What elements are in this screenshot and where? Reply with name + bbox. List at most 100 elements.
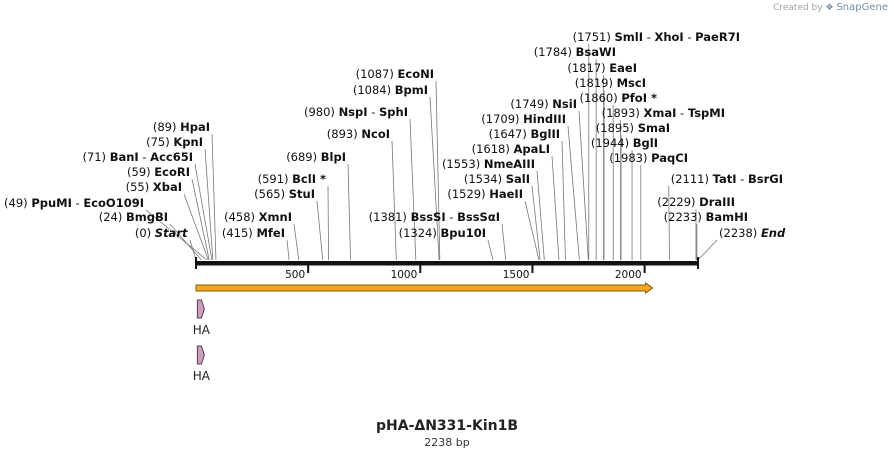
ruler-tick-label: 500 bbox=[285, 269, 305, 281]
site-enzyme-name: HpaI bbox=[180, 120, 210, 134]
site-enzyme-name: BglII bbox=[531, 127, 561, 141]
site-enzyme-name: KpnI bbox=[173, 135, 203, 149]
site-label[interactable]: (1324) Bpu10I bbox=[399, 226, 486, 240]
site-label[interactable]: (415) MfeI bbox=[222, 226, 285, 240]
site-leader-line bbox=[327, 185, 329, 261]
site-label[interactable]: (1817) EaeI bbox=[567, 61, 637, 75]
site-label[interactable]: (1084) BpmI bbox=[353, 83, 428, 97]
site-position: (591) bbox=[258, 172, 293, 186]
site-label[interactable]: (893) NcoI bbox=[327, 127, 390, 141]
site-label[interactable]: (1709) HindIII bbox=[481, 112, 566, 126]
snapgene-logo-icon: ❖ bbox=[825, 3, 834, 13]
site-enzyme-name: XbaI bbox=[153, 180, 182, 194]
site-position: (1084) bbox=[353, 83, 395, 97]
site-leader-line bbox=[561, 140, 566, 261]
site-leader-line bbox=[524, 200, 540, 261]
site-label[interactable]: (1784) BsaWI bbox=[534, 45, 616, 59]
ha-tag-marker[interactable] bbox=[196, 345, 205, 365]
feature-arrow[interactable] bbox=[195, 282, 654, 294]
site-enzyme-name: DraIII bbox=[699, 195, 735, 209]
site-separator: - bbox=[368, 105, 379, 119]
site-position: (1817) bbox=[567, 61, 609, 75]
site-label[interactable]: (980) NspI - SphI bbox=[304, 105, 408, 119]
ha-tag-marker[interactable] bbox=[196, 299, 205, 319]
site-leader-line bbox=[391, 140, 397, 261]
site-label[interactable]: (1895) SmaI bbox=[596, 121, 670, 135]
site-label[interactable]: (1618) ApaLI bbox=[472, 142, 550, 156]
site-label[interactable]: (2111) TatI - BsrGI bbox=[671, 172, 783, 186]
site-enzyme-name: BssSI bbox=[411, 210, 446, 224]
site-label[interactable]: (591) BclI * bbox=[258, 172, 326, 186]
site-label[interactable]: (49) PpuMI - EcoO109I bbox=[4, 196, 144, 210]
site-label[interactable]: (1860) PfoI * bbox=[579, 91, 657, 105]
backbone-start-cap bbox=[195, 257, 197, 269]
site-enzyme-name: Bpu10I bbox=[441, 226, 486, 240]
site-position: (89) bbox=[153, 120, 180, 134]
site-enzyme-name: XmnI bbox=[259, 210, 292, 224]
site-enzyme-name: BlpI bbox=[321, 150, 346, 164]
site-label[interactable]: (2229) DraIII bbox=[657, 195, 735, 209]
site-position: (689) bbox=[286, 150, 321, 164]
site-label[interactable]: (1647) BglII bbox=[489, 127, 560, 141]
site-label[interactable]: (1819) MscI bbox=[575, 76, 646, 90]
site-label[interactable]: (1944) BglI bbox=[591, 136, 658, 150]
site-label[interactable]: (71) BanI - Acc65I bbox=[82, 150, 193, 164]
site-enzyme-name: EcoO109I bbox=[83, 196, 144, 210]
ruler-tick-label: 1500 bbox=[503, 269, 530, 281]
site-leader-line bbox=[347, 163, 351, 261]
site-leader-line bbox=[531, 185, 541, 261]
site-enzyme-name: XhoI bbox=[654, 30, 683, 44]
site-label[interactable]: (2233) BamHI bbox=[664, 210, 748, 224]
site-label[interactable]: (1983) PaqCI bbox=[609, 151, 688, 165]
site-enzyme-name: BglI bbox=[633, 136, 658, 150]
site-enzyme-name: BamHI bbox=[706, 210, 748, 224]
site-label[interactable]: (75) KpnI bbox=[146, 135, 203, 149]
site-leader-line bbox=[169, 223, 202, 261]
site-label[interactable]: (1381) BssSI - BssSαI bbox=[369, 210, 500, 224]
site-label[interactable]: (2238) End bbox=[719, 226, 786, 240]
site-label[interactable]: (1553) NmeAIII bbox=[442, 157, 535, 171]
credit-brand: SnapGene bbox=[836, 2, 888, 13]
site-label[interactable]: (24) BmgBI bbox=[99, 210, 168, 224]
site-label[interactable]: (689) BlpI bbox=[286, 150, 346, 164]
site-enzyme-name: SalI bbox=[506, 172, 530, 186]
site-label[interactable]: (1751) SmlI - XhoI - PaeR7I bbox=[573, 30, 740, 44]
site-leader-line bbox=[183, 193, 209, 261]
site-position: (0) bbox=[135, 226, 155, 240]
snapgene-credit: Created by ❖ SnapGene bbox=[773, 2, 888, 13]
site-label[interactable]: (1529) HaeII bbox=[447, 187, 523, 201]
site-position: (893) bbox=[327, 127, 362, 141]
site-leader-line bbox=[194, 163, 213, 261]
site-position: (59) bbox=[127, 165, 154, 179]
site-label[interactable]: (1749) NsiI bbox=[510, 97, 577, 111]
site-enzyme-name: Start bbox=[155, 226, 188, 240]
site-label[interactable]: (59) EcoRI bbox=[127, 165, 190, 179]
site-label[interactable]: (1534) SalI bbox=[464, 172, 530, 186]
site-separator: - bbox=[684, 30, 695, 44]
site-label[interactable]: (55) XbaI bbox=[126, 180, 182, 194]
site-label[interactable]: (565) StuI bbox=[254, 187, 315, 201]
site-label[interactable]: (458) XmnI bbox=[224, 210, 292, 224]
site-position: (565) bbox=[254, 187, 289, 201]
site-enzyme-name: EcoRI bbox=[154, 165, 190, 179]
site-enzyme-name: SphI bbox=[379, 105, 408, 119]
site-label[interactable]: (1087) EcoNI bbox=[356, 67, 434, 81]
site-position: (1983) bbox=[609, 151, 651, 165]
site-position: (1381) bbox=[369, 210, 411, 224]
site-label[interactable]: (0) Start bbox=[135, 226, 188, 240]
site-leader-line bbox=[697, 239, 718, 261]
site-label[interactable]: (89) HpaI bbox=[153, 120, 210, 134]
site-label[interactable]: (1893) XmaI - TspMI bbox=[602, 106, 725, 120]
site-enzyme-name: BpmI bbox=[395, 83, 428, 97]
site-enzyme-name: PfoI * bbox=[621, 91, 657, 105]
site-separator: - bbox=[139, 150, 150, 164]
site-enzyme-name: HindIII bbox=[523, 112, 566, 126]
site-position: (1553) bbox=[442, 157, 484, 171]
tag-track: HA HA bbox=[193, 299, 211, 383]
site-leader-line bbox=[204, 148, 214, 261]
site-leader-line bbox=[668, 185, 670, 261]
site-enzyme-name: TspMI bbox=[688, 106, 725, 120]
site-position: (1647) bbox=[489, 127, 531, 141]
site-position: (1618) bbox=[472, 142, 514, 156]
